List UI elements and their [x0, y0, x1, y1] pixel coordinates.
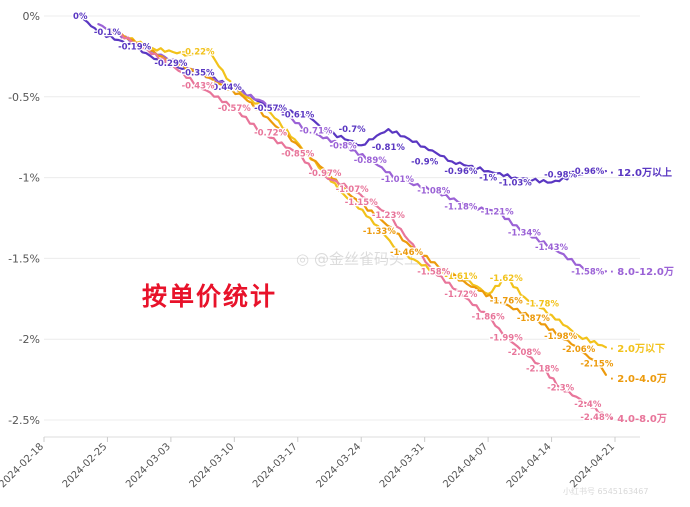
x-tick-label: 2024-03-24: [314, 441, 363, 490]
data-label: -0.1%: [94, 28, 122, 38]
data-label: -2.06%: [562, 345, 595, 355]
legend-entry: · 2.0-4.0万: [610, 373, 667, 385]
data-label: -1.58%: [571, 267, 604, 277]
data-label: -1.33%: [363, 227, 396, 237]
watermark: ◎ @金丝雀码头工: [296, 250, 419, 268]
data-label: -0.85%: [281, 149, 314, 159]
data-label: -0.81%: [372, 143, 405, 153]
data-label: -0.96%: [571, 167, 604, 177]
data-label: -0.72%: [254, 128, 287, 138]
data-label: -2.3%: [547, 384, 575, 394]
x-axis-ticks: 2024-02-18 2024-02-25 2024-03-03 2024-03-10…: [0, 437, 617, 490]
x-tick-label: 2024-02-18: [0, 441, 46, 490]
data-label: -0.97%: [308, 169, 341, 179]
weibo-logo-icon: ◎: [296, 250, 309, 268]
data-label: -1.46%: [390, 248, 423, 258]
x-tick-label: 2024-04-21: [568, 441, 617, 490]
data-label: -1.99%: [490, 334, 523, 344]
gridlines: [44, 15, 640, 438]
legend-entry: · 12.0万以上: [610, 166, 672, 179]
data-label: -2.08%: [508, 348, 541, 358]
series-line: [115, 31, 607, 418]
data-label: -2.15%: [580, 359, 613, 369]
data-label: -1.58%: [417, 267, 450, 277]
data-label: -0.43%: [182, 81, 215, 91]
data-label: -1.23%: [372, 211, 405, 221]
data-label: 0%: [73, 12, 88, 22]
data-label: -1.01%: [381, 175, 414, 185]
legend-entry: · 4.0-8.0万: [610, 413, 667, 425]
data-label: -1.62%: [490, 274, 523, 284]
data-label: -1.61%: [444, 272, 477, 282]
data-label: -1.76%: [490, 296, 523, 306]
data-label: -0.57%: [254, 104, 287, 114]
chart-annotation: 按单价统计: [142, 282, 277, 311]
x-tick-label: 2024-03-10: [188, 441, 237, 490]
legend-entry: · 2.0万以下: [610, 343, 665, 355]
data-label: -0.57%: [218, 104, 251, 114]
data-label: -1%: [479, 174, 497, 184]
legend-entry: · 8.0-12.0万: [610, 266, 674, 278]
data-label: -0.7%: [339, 125, 367, 135]
legend: · 12.0万以上 · 8.0-12.0万 · 2.0万以下 · 2.0-4.0万 · …: [610, 166, 674, 425]
y-tick-label: -2%: [19, 333, 40, 346]
data-label: -0.9%: [411, 157, 439, 167]
data-label: -1.87%: [517, 314, 550, 324]
data-label: -0.98%: [544, 170, 577, 180]
y-tick-label: -2.5%: [8, 414, 40, 427]
data-label: -1.07%: [336, 185, 369, 195]
data-label: -1.34%: [508, 229, 541, 239]
series-line: [115, 31, 607, 376]
data-label: -1.15%: [345, 198, 378, 208]
x-tick-label: 2024-03-31: [378, 441, 427, 490]
data-label: -2.4%: [574, 400, 602, 410]
data-label: -0.29%: [154, 59, 187, 69]
x-tick-label: 2024-04-14: [505, 441, 554, 490]
data-labels: 0%-0.1%-0.19%-0.29%-0.35%-0.44%-0.57%-0.…: [72, 11, 615, 424]
x-tick-label: 2024-02-25: [61, 441, 110, 490]
data-label: -0.22%: [182, 48, 215, 58]
data-label: -0.96%: [444, 167, 477, 177]
y-axis-ticks: 0% -0.5% -1% -1.5% -2% -2.5%: [8, 10, 40, 427]
x-tick-label: 2024-04-07: [441, 441, 490, 490]
data-label: -1.08%: [417, 187, 450, 197]
data-label: -0.61%: [281, 111, 314, 121]
data-label: -0.89%: [354, 156, 387, 166]
data-label: -0.35%: [182, 69, 215, 79]
data-label: -1.21%: [481, 208, 514, 218]
data-label: -1.98%: [544, 332, 577, 342]
data-label: -1.03%: [499, 178, 532, 188]
data-label: -1.78%: [526, 300, 559, 310]
watermark-small-text: 小红书号 6545163467: [563, 486, 648, 496]
data-label: -1.43%: [535, 243, 568, 253]
data-label: -2.18%: [526, 364, 559, 374]
x-tick-label: 2024-03-17: [251, 441, 300, 490]
y-tick-label: -0.5%: [8, 91, 40, 104]
watermark-text: @金丝雀码头工: [314, 250, 419, 268]
data-label: -0.19%: [118, 43, 151, 53]
data-label: -0.44%: [209, 83, 242, 93]
x-tick-label: 2024-03-03: [124, 441, 173, 490]
y-tick-label: 0%: [23, 10, 40, 23]
data-label: -0.8%: [330, 141, 358, 151]
data-label: -0.71%: [299, 127, 332, 137]
data-label: -1.86%: [472, 313, 505, 323]
series-lines: [79, 14, 607, 418]
y-tick-label: -1.5%: [8, 252, 40, 265]
data-label: -1.72%: [444, 290, 477, 300]
series-line: [106, 27, 607, 349]
data-label: -2.48%: [580, 413, 613, 423]
y-tick-label: -1%: [19, 172, 40, 185]
data-label: -1.18%: [444, 203, 477, 213]
series-line: [79, 14, 607, 184]
